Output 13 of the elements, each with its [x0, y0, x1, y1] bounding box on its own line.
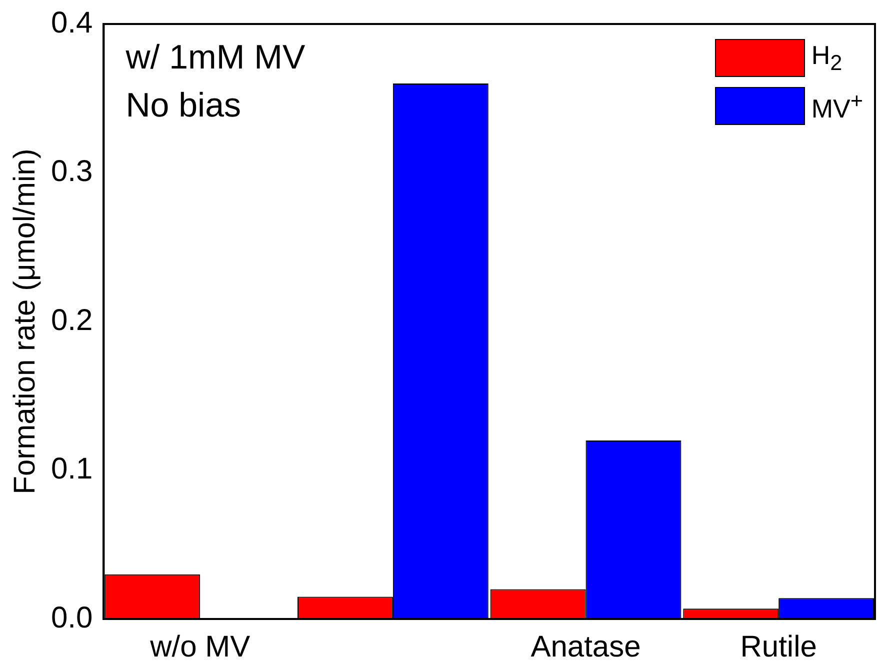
- x-tick-label: Rutile: [740, 630, 817, 664]
- annotation: No bias: [126, 86, 241, 124]
- y-tick-label: 0.3: [50, 155, 93, 188]
- y-tick-label: 0.4: [50, 6, 93, 40]
- x-tick-label: Anatase: [530, 630, 641, 664]
- y-tick-label: 0.1: [50, 452, 93, 486]
- y-axis-title: Formation rate (μmol/min): [8, 148, 42, 494]
- legend-label: H$_{2}$: [811, 40, 842, 76]
- x-tick-label: w/o MV: [149, 630, 250, 664]
- y-tick-label: 0.0: [50, 601, 93, 634]
- annotation: w/ 1mM MV: [124, 38, 306, 76]
- y-tick-label: 0.2: [50, 304, 93, 337]
- legend-label: MV$^{+}$: [811, 88, 863, 124]
